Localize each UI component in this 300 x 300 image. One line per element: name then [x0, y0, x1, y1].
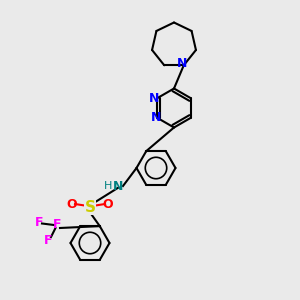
Text: O: O [103, 197, 113, 211]
Text: F: F [35, 215, 43, 229]
Text: F: F [53, 218, 61, 232]
Text: F: F [44, 233, 52, 247]
Text: O: O [67, 197, 77, 211]
Text: N: N [150, 111, 161, 124]
Text: N: N [177, 57, 188, 70]
Text: N: N [149, 92, 159, 105]
Text: N: N [113, 179, 124, 193]
Text: H: H [104, 181, 112, 191]
Text: S: S [85, 200, 95, 214]
